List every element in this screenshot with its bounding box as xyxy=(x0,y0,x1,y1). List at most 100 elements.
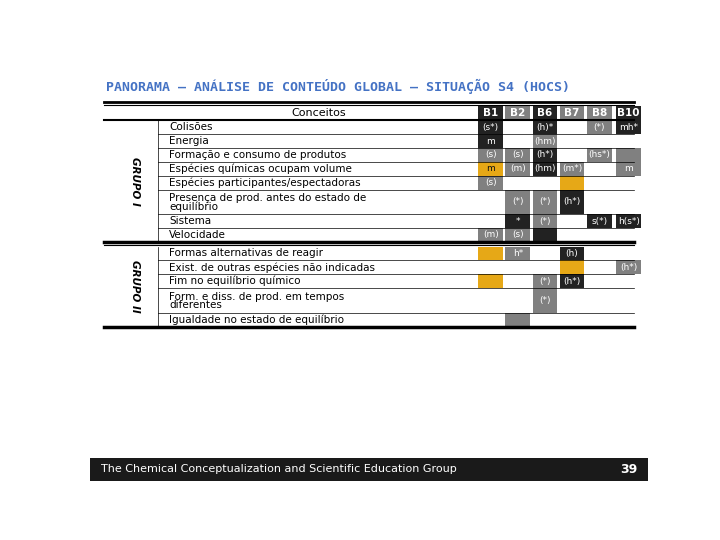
Text: (s): (s) xyxy=(512,231,523,239)
Text: Sistema: Sistema xyxy=(169,216,211,226)
Text: m: m xyxy=(486,164,495,173)
Bar xyxy=(616,120,641,134)
Bar xyxy=(505,313,530,327)
Text: equilíbrio: equilíbrio xyxy=(169,201,218,212)
Text: Fim no equilíbrio químico: Fim no equilíbrio químico xyxy=(169,276,300,286)
Text: B10: B10 xyxy=(617,109,640,118)
Text: GRUPO II: GRUPO II xyxy=(130,260,140,313)
Text: Energia: Energia xyxy=(169,136,209,146)
Bar xyxy=(505,214,530,228)
Bar xyxy=(533,148,557,162)
Text: (h*): (h*) xyxy=(620,263,637,272)
Bar xyxy=(478,176,503,190)
Text: B8: B8 xyxy=(592,109,607,118)
Bar xyxy=(616,106,641,120)
Text: h(s*): h(s*) xyxy=(618,217,639,226)
Text: B7: B7 xyxy=(564,109,580,118)
Text: B1: B1 xyxy=(483,109,498,118)
Bar xyxy=(90,457,648,481)
Bar xyxy=(587,106,611,120)
Text: B6: B6 xyxy=(537,109,552,118)
Bar xyxy=(505,190,530,214)
Bar xyxy=(478,106,503,120)
Bar xyxy=(587,214,611,228)
Text: m: m xyxy=(624,164,633,173)
Text: Form. e diss. de prod. em tempos: Form. e diss. de prod. em tempos xyxy=(169,292,344,302)
Bar xyxy=(533,274,557,288)
Text: (*): (*) xyxy=(539,276,551,286)
Bar xyxy=(559,162,585,176)
Text: mh*: mh* xyxy=(619,123,638,132)
Bar xyxy=(559,247,585,260)
Text: Velocidade: Velocidade xyxy=(169,230,226,240)
Bar xyxy=(478,274,503,288)
Text: (*): (*) xyxy=(512,197,523,206)
Text: diferentes: diferentes xyxy=(169,300,222,310)
Text: *: * xyxy=(516,217,520,226)
Bar xyxy=(559,176,585,190)
Bar xyxy=(505,228,530,242)
Text: (m): (m) xyxy=(510,164,526,173)
Text: (*): (*) xyxy=(539,217,551,226)
Bar xyxy=(616,148,641,162)
Bar xyxy=(616,214,641,228)
Bar xyxy=(478,148,503,162)
Bar xyxy=(478,228,503,242)
Text: (hm): (hm) xyxy=(534,137,556,146)
Bar xyxy=(533,190,557,214)
Bar xyxy=(478,247,503,260)
Text: (h): (h) xyxy=(566,249,578,258)
Text: (s): (s) xyxy=(485,150,497,159)
Text: PANORAMA – ANÁLISE DE CONTEÚDO GLOBAL – SITUAÇÃO S4 (HOCS): PANORAMA – ANÁLISE DE CONTEÚDO GLOBAL – … xyxy=(106,79,570,94)
Text: (hm): (hm) xyxy=(534,164,556,173)
Text: Presença de prod. antes do estado de: Presença de prod. antes do estado de xyxy=(169,193,366,203)
Bar xyxy=(533,288,557,313)
Text: B2: B2 xyxy=(510,109,526,118)
Text: (*): (*) xyxy=(539,296,551,305)
Bar xyxy=(533,134,557,148)
Text: (h*): (h*) xyxy=(536,150,554,159)
Text: (h)*: (h)* xyxy=(536,123,554,132)
Text: Formação e consumo de produtos: Formação e consumo de produtos xyxy=(169,150,346,160)
Text: Formas alternativas de reagir: Formas alternativas de reagir xyxy=(169,248,323,259)
Text: (s): (s) xyxy=(485,178,497,187)
Bar xyxy=(587,148,611,162)
Bar xyxy=(533,228,557,242)
Bar xyxy=(616,260,641,274)
Bar xyxy=(505,247,530,260)
Bar xyxy=(559,190,585,214)
Bar xyxy=(158,106,478,120)
Text: m: m xyxy=(486,137,495,146)
Text: GRUPO I: GRUPO I xyxy=(130,157,140,206)
Bar xyxy=(478,120,503,134)
Text: (m*): (m*) xyxy=(562,164,582,173)
Text: (h*): (h*) xyxy=(564,197,580,206)
Text: Exist. de outras espécies não indicadas: Exist. de outras espécies não indicadas xyxy=(169,262,375,273)
Text: (*): (*) xyxy=(593,123,605,132)
Bar xyxy=(559,260,585,274)
Text: s(*): s(*) xyxy=(591,217,607,226)
Text: (s*): (s*) xyxy=(482,123,499,132)
Bar xyxy=(533,214,557,228)
Bar xyxy=(559,106,585,120)
Bar xyxy=(533,106,557,120)
Text: Conceitos: Conceitos xyxy=(291,109,346,118)
Bar xyxy=(616,162,641,176)
Bar xyxy=(559,274,585,288)
Bar xyxy=(533,120,557,134)
Text: (h*): (h*) xyxy=(564,276,580,286)
Bar xyxy=(505,162,530,176)
Text: (s): (s) xyxy=(512,150,523,159)
Text: 39: 39 xyxy=(620,463,637,476)
Text: (hs*): (hs*) xyxy=(588,150,610,159)
Text: Colisões: Colisões xyxy=(169,122,212,132)
Text: Espécies participantes/espectadoras: Espécies participantes/espectadoras xyxy=(169,177,361,188)
Text: The Chemical Conceptualization and Scientific Education Group: The Chemical Conceptualization and Scien… xyxy=(101,464,456,474)
Bar xyxy=(533,162,557,176)
Bar xyxy=(478,162,503,176)
Bar xyxy=(478,134,503,148)
Text: Espécies químicas ocupam volume: Espécies químicas ocupam volume xyxy=(169,164,352,174)
Text: (*): (*) xyxy=(539,197,551,206)
Text: Igualdade no estado de equilíbrio: Igualdade no estado de equilíbrio xyxy=(169,314,344,325)
Text: (m): (m) xyxy=(483,231,498,239)
